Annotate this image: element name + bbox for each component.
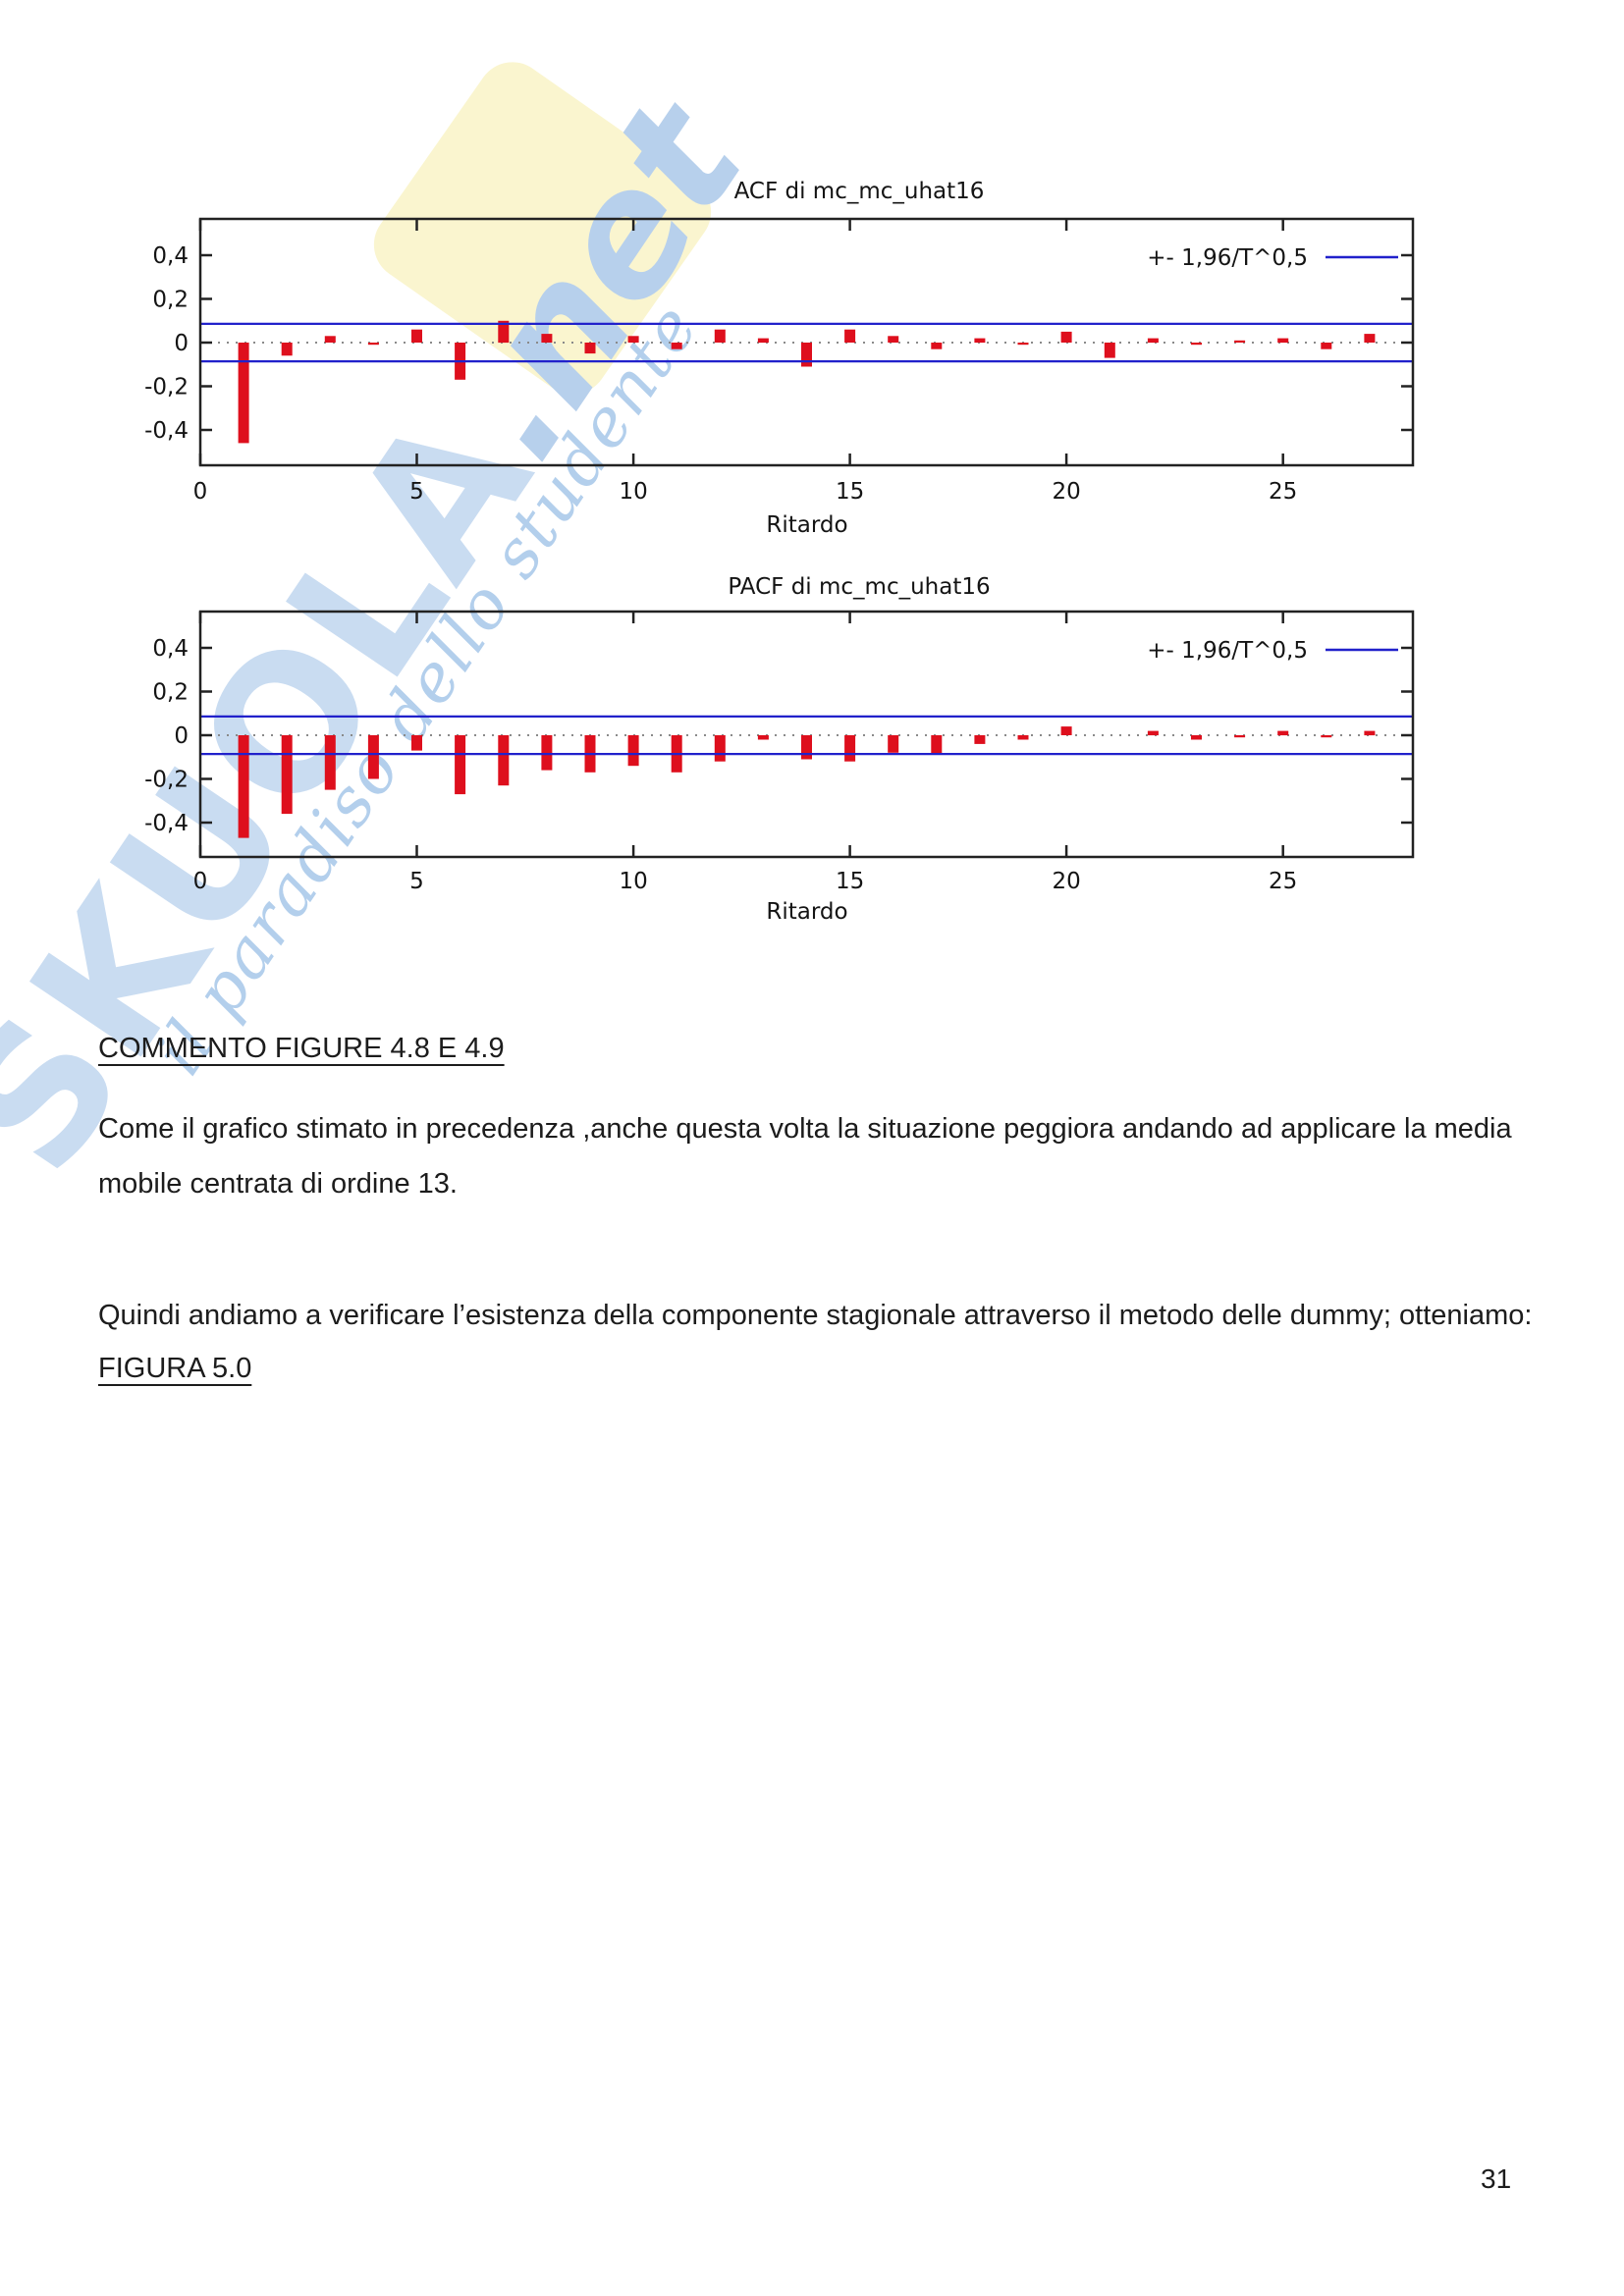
pacf-ytick-2: 0	[174, 723, 189, 749]
acf-bar-lag-17	[931, 343, 943, 349]
pacf-xtick-25: 25	[1269, 869, 1297, 894]
acf-xlabel: Ritardo	[766, 512, 847, 538]
pacf-bar-lag-22	[1147, 730, 1159, 736]
pacf-bar-lag-14	[801, 735, 812, 760]
acf-bar-lag-22	[1147, 338, 1159, 344]
acf-bar-lag-18	[974, 338, 986, 344]
acf-bar-lag-7	[498, 320, 510, 344]
pacf-bar-lag-6	[455, 735, 466, 795]
pacf-ytick-1: 0,2	[152, 680, 189, 706]
acf-bar-lag-16	[888, 336, 899, 343]
page-number: 31	[1481, 2163, 1512, 2194]
pacf-bar-lag-1	[238, 735, 249, 838]
acf-bar-lag-26	[1321, 343, 1332, 349]
acf-bar-lag-3	[324, 336, 336, 343]
acf-ytick-2: 0	[174, 331, 189, 356]
acf-bar-lag-20	[1060, 331, 1072, 343]
pacf-xtick-0: 0	[193, 869, 208, 894]
pacf-bar-lag-15	[844, 735, 856, 762]
pacf-ytick-3: -0,2	[144, 768, 189, 793]
pacf-bar-lag-24	[1234, 735, 1246, 738]
acf-bar-lag-24	[1234, 340, 1246, 343]
acf-bar-lag-25	[1277, 338, 1289, 344]
acf-bar-lag-5	[411, 329, 422, 343]
acf-xtick-10: 10	[619, 479, 647, 505]
acf-xtick-5: 5	[409, 479, 424, 505]
comment-heading: COMMENTO FIGURE 4.8 E 4.9	[98, 1033, 505, 1064]
pacf-bar-lag-16	[888, 735, 899, 753]
acf-bar-lag-27	[1364, 334, 1376, 343]
acf-title: ACF di mc_mc_uhat16	[734, 179, 985, 204]
pacf-ytick-4: -0,4	[144, 811, 189, 836]
pacf-bar-lag-2	[281, 735, 293, 815]
pacf-xtick-10: 10	[619, 869, 647, 894]
pacf-correlogram-chart: PACF di mc_mc_uhat16 0 5 10 15 20 25 0,4 0,2 0 -0,…	[0, 548, 1624, 945]
pacf-bar-lag-26	[1321, 735, 1332, 738]
pacf-bar-lag-23	[1191, 735, 1202, 740]
pacf-bar-lag-10	[627, 735, 639, 767]
pacf-bar-lag-25	[1277, 730, 1289, 736]
pacf-bar-lag-5	[411, 735, 422, 751]
pacf-bar-lag-8	[541, 735, 553, 771]
pacf-bar-lag-7	[498, 735, 510, 786]
acf-bar-lag-10	[627, 336, 639, 343]
acf-bar-lag-1	[238, 343, 249, 444]
pacf-bar-lag-20	[1060, 726, 1072, 735]
pacf-bar-lag-17	[931, 735, 943, 755]
pacf-xlabel: Ritardo	[766, 899, 847, 925]
acf-ytick-0: 0,4	[152, 243, 189, 269]
acf-ytick-4: -0,4	[144, 418, 189, 444]
acf-bar-lag-13	[757, 338, 769, 344]
acf-xtick-20: 20	[1052, 479, 1080, 505]
comment-paragraph: Come il grafico stimato in precedenza ,a…	[98, 1113, 1512, 1200]
acf-legend-label: +- 1,96/T^0,5	[1147, 245, 1308, 271]
acf-bar-lag-21	[1104, 343, 1115, 358]
pacf-title: PACF di mc_mc_uhat16	[728, 574, 990, 600]
pacf-bar-lag-18	[974, 735, 986, 744]
acf-ytick-3: -0,2	[144, 375, 189, 400]
pacf-bar-lag-27	[1364, 730, 1376, 736]
pacf-ytick-0: 0,4	[152, 636, 189, 662]
figure-label: FIGURA 5.0	[98, 1353, 252, 1384]
acf-bar-lag-8	[541, 334, 553, 343]
acf-xtick-25: 25	[1269, 479, 1297, 505]
acf-bar-lag-9	[584, 343, 596, 354]
acf-bar-lag-4	[367, 343, 379, 346]
pacf-legend-label: +- 1,96/T^0,5	[1147, 638, 1308, 664]
seasonality-paragraph: Quindi andiamo a verificare l’esistenza …	[98, 1300, 1533, 1331]
acf-bar-lag-23	[1191, 343, 1202, 346]
acf-bar-lag-12	[714, 329, 726, 343]
acf-ytick-1: 0,2	[152, 288, 189, 313]
acf-plot-svg: ACF di mc_mc_uhat16 0 5 10 15 20 25 0,4 0,2 0 -0,2…	[144, 179, 1415, 538]
acf-bar-lag-2	[281, 343, 293, 356]
acf-bar-lag-11	[671, 343, 682, 349]
pacf-plot-svg: PACF di mc_mc_uhat16 0 5 10 15 20 25 0,4 0,2 0 -0,…	[144, 574, 1415, 925]
pacf-bar-lag-4	[367, 735, 379, 779]
pacf-bar-lag-13	[757, 735, 769, 740]
acf-xtick-0: 0	[193, 479, 208, 505]
acf-correlogram-chart: ACF di mc_mc_uhat16 0 5 10 15 20 25 0,4 0,2 0 -0,2…	[0, 128, 1624, 555]
pacf-bar-lag-19	[1017, 735, 1029, 740]
acf-bar-lag-14	[801, 343, 812, 367]
acf-bar-lag-19	[1017, 343, 1029, 346]
pacf-xtick-20: 20	[1052, 869, 1080, 894]
pacf-bar-lag-3	[324, 735, 336, 790]
acf-xtick-15: 15	[836, 479, 864, 505]
acf-bar-lag-15	[844, 329, 856, 343]
pacf-bar-lag-12	[714, 735, 726, 762]
pacf-xtick-5: 5	[409, 869, 424, 894]
pacf-xtick-15: 15	[836, 869, 864, 894]
